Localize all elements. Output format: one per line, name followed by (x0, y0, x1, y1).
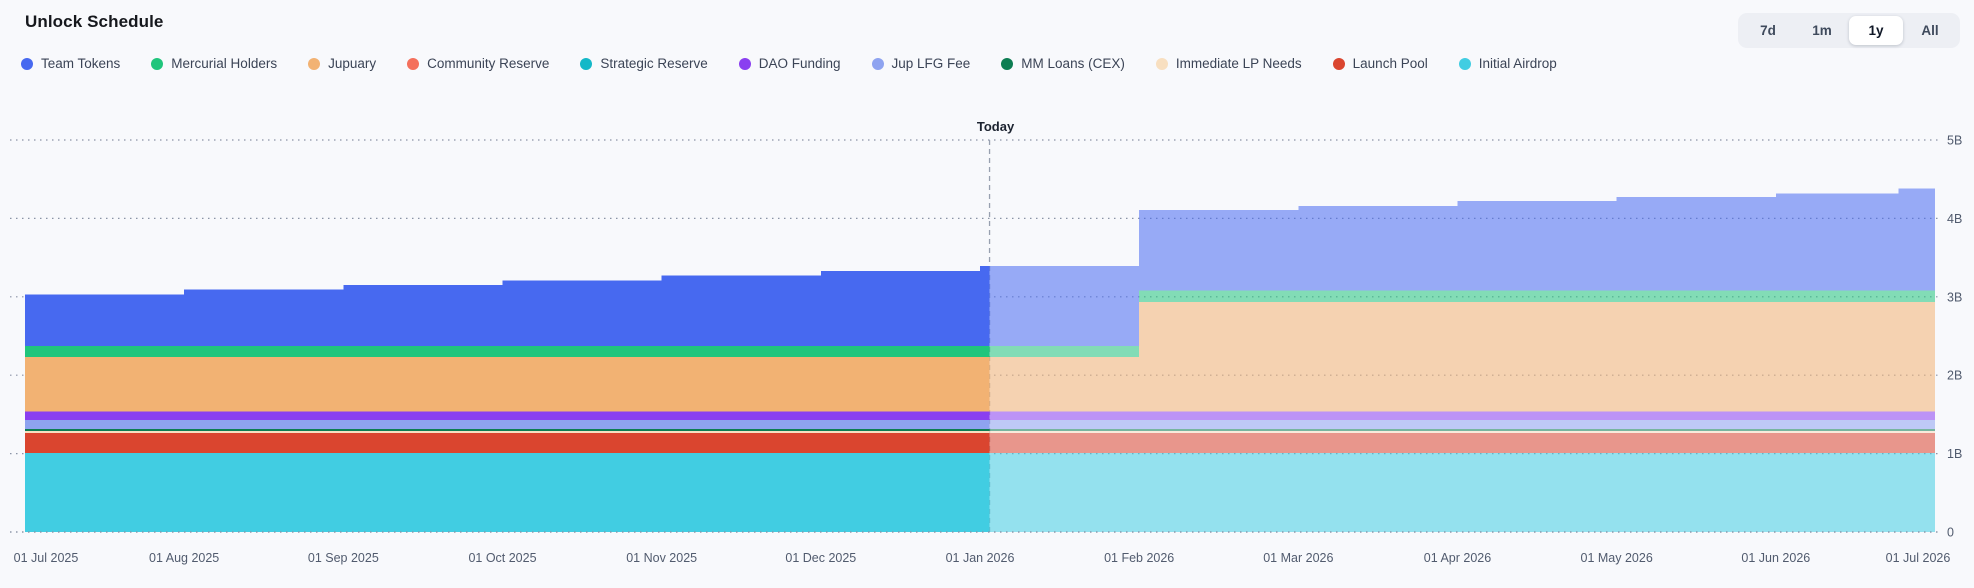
x-axis-label-01-nov-2025: 01 Nov 2025 (626, 551, 697, 565)
area-initial-airdrop-projected[interactable] (25, 453, 1935, 532)
area-immediate-lp-needs-vested[interactable] (25, 431, 1935, 434)
chart-legend: Team Tokens Mercurial Holders Jupuary Commu… (21, 56, 1954, 71)
legend-item-community-reserve[interactable]: Community Reserve (407, 56, 549, 71)
range-button-all[interactable]: All (1903, 16, 1957, 45)
y-axis-label-2b: 2B (1947, 369, 1962, 383)
x-axis-label-01-sep-2025: 01 Sep 2025 (308, 551, 379, 565)
legend-dot-immediate-lp-needs (1155, 57, 1168, 70)
legend-label: Strategic Reserve (600, 56, 708, 71)
legend-item-initial-airdrop[interactable]: Initial Airdrop (1458, 56, 1557, 71)
y-axis-label-5b: 5B (1947, 134, 1962, 148)
legend-item-dao-funding[interactable]: DAO Funding (738, 56, 841, 71)
x-axis-label-01-jul-2026: 01 Jul 2026 (1886, 551, 1951, 565)
legend-item-jupuary[interactable]: Jupuary (308, 56, 376, 71)
area-team-tokens-vested[interactable] (25, 189, 1935, 346)
area-jup-lfg-fee-vested[interactable] (25, 420, 1935, 429)
legend-label: Launch Pool (1352, 56, 1428, 71)
legend-item-mercurial-holders[interactable]: Mercurial Holders (151, 56, 277, 71)
area-dao-funding-projected[interactable] (25, 411, 1935, 420)
area-jup-lfg-fee-projected[interactable] (25, 420, 1935, 429)
area-initial-airdrop-vested[interactable] (25, 453, 1935, 532)
area-mercurial-holders-vested[interactable] (25, 291, 1935, 358)
area-dao-funding-vested[interactable] (25, 411, 1935, 420)
legend-item-strategic-reserve[interactable]: Strategic Reserve (580, 56, 708, 71)
legend-label: Immediate LP Needs (1175, 56, 1302, 71)
range-button-1m[interactable]: 1m (1795, 16, 1849, 45)
legend-item-launch-pool[interactable]: Launch Pool (1332, 56, 1428, 71)
area-launch-pool-vested[interactable] (25, 433, 1935, 454)
legend-dot-team-tokens (21, 57, 33, 70)
area-mm-loans-cex-projected[interactable] (25, 429, 1935, 431)
legend-dot-mm-loans-cex (1001, 57, 1014, 70)
legend-item-team-tokens[interactable]: Team Tokens (21, 56, 120, 71)
legend-item-jup-lfg-fee[interactable]: Jup LFG Fee (871, 56, 971, 71)
x-axis-label-01-dec-2025: 01 Dec 2025 (785, 551, 856, 565)
legend-dot-launch-pool (1332, 57, 1345, 70)
legend-label: Initial Airdrop (1478, 56, 1557, 71)
legend-dot-jupuary (308, 57, 321, 70)
legend-label: DAO Funding (758, 56, 841, 71)
today-label: Today (977, 119, 1015, 134)
legend-dot-strategic-reserve (580, 57, 593, 70)
x-axis-label-01-mar-2026: 01 Mar 2026 (1263, 551, 1333, 565)
area-mm-loans-cex-vested[interactable] (25, 429, 1935, 431)
legend-dot-initial-airdrop (1458, 57, 1471, 70)
x-axis-label-01-apr-2026: 01 Apr 2026 (1424, 551, 1491, 565)
legend-label: Community Reserve (427, 56, 550, 71)
area-immediate-lp-needs-projected[interactable] (25, 431, 1935, 434)
legend-label: Jup LFG Fee (891, 56, 971, 71)
y-axis-label-3b: 3B (1947, 290, 1962, 304)
page-title: Unlock Schedule (25, 12, 164, 31)
y-axis-label-1b: 1B (1947, 447, 1962, 461)
legend-dot-mercurial-holders (151, 57, 164, 70)
area-mercurial-holders-projected[interactable] (25, 290, 1935, 358)
legend-label: Jupuary (328, 56, 377, 71)
legend-label: Mercurial Holders (171, 56, 278, 71)
x-axis-label-01-aug-2025: 01 Aug 2025 (149, 551, 219, 565)
legend-dot-jup-lfg-fee (871, 57, 884, 70)
legend-dot-dao-funding (738, 57, 751, 70)
x-axis-label-01-jul-2025: 01 Jul 2025 (14, 551, 79, 565)
area-jupuary-projected[interactable] (25, 302, 1935, 412)
legend-item-mm-loans-cex[interactable]: MM Loans (CEX) (1001, 56, 1125, 71)
legend-label: Team Tokens (41, 56, 121, 71)
range-button-1y[interactable]: 1y (1849, 16, 1903, 45)
x-axis-label-01-jun-2026: 01 Jun 2026 (1741, 551, 1810, 565)
legend-dot-community-reserve (407, 57, 420, 70)
legend-label: MM Loans (CEX) (1021, 56, 1125, 71)
time-range-selector: 7d 1m 1y All (1738, 13, 1960, 48)
legend-item-immediate-lp-needs[interactable]: Immediate LP Needs (1155, 56, 1302, 71)
y-axis-label-0: 0 (1947, 526, 1954, 540)
area-jupuary-vested[interactable] (25, 302, 1935, 412)
area-team-tokens-projected[interactable] (25, 188, 1935, 346)
area-launch-pool-projected[interactable] (25, 433, 1935, 454)
x-axis-label-01-oct-2025: 01 Oct 2025 (468, 551, 536, 565)
x-axis-label-01-feb-2026: 01 Feb 2026 (1104, 551, 1174, 565)
x-axis-label-01-jan-2026: 01 Jan 2026 (946, 551, 1015, 565)
range-button-7d[interactable]: 7d (1741, 16, 1795, 45)
x-axis-label-01-may-2026: 01 May 2026 (1581, 551, 1653, 565)
y-axis-label-4b: 4B (1947, 212, 1962, 226)
